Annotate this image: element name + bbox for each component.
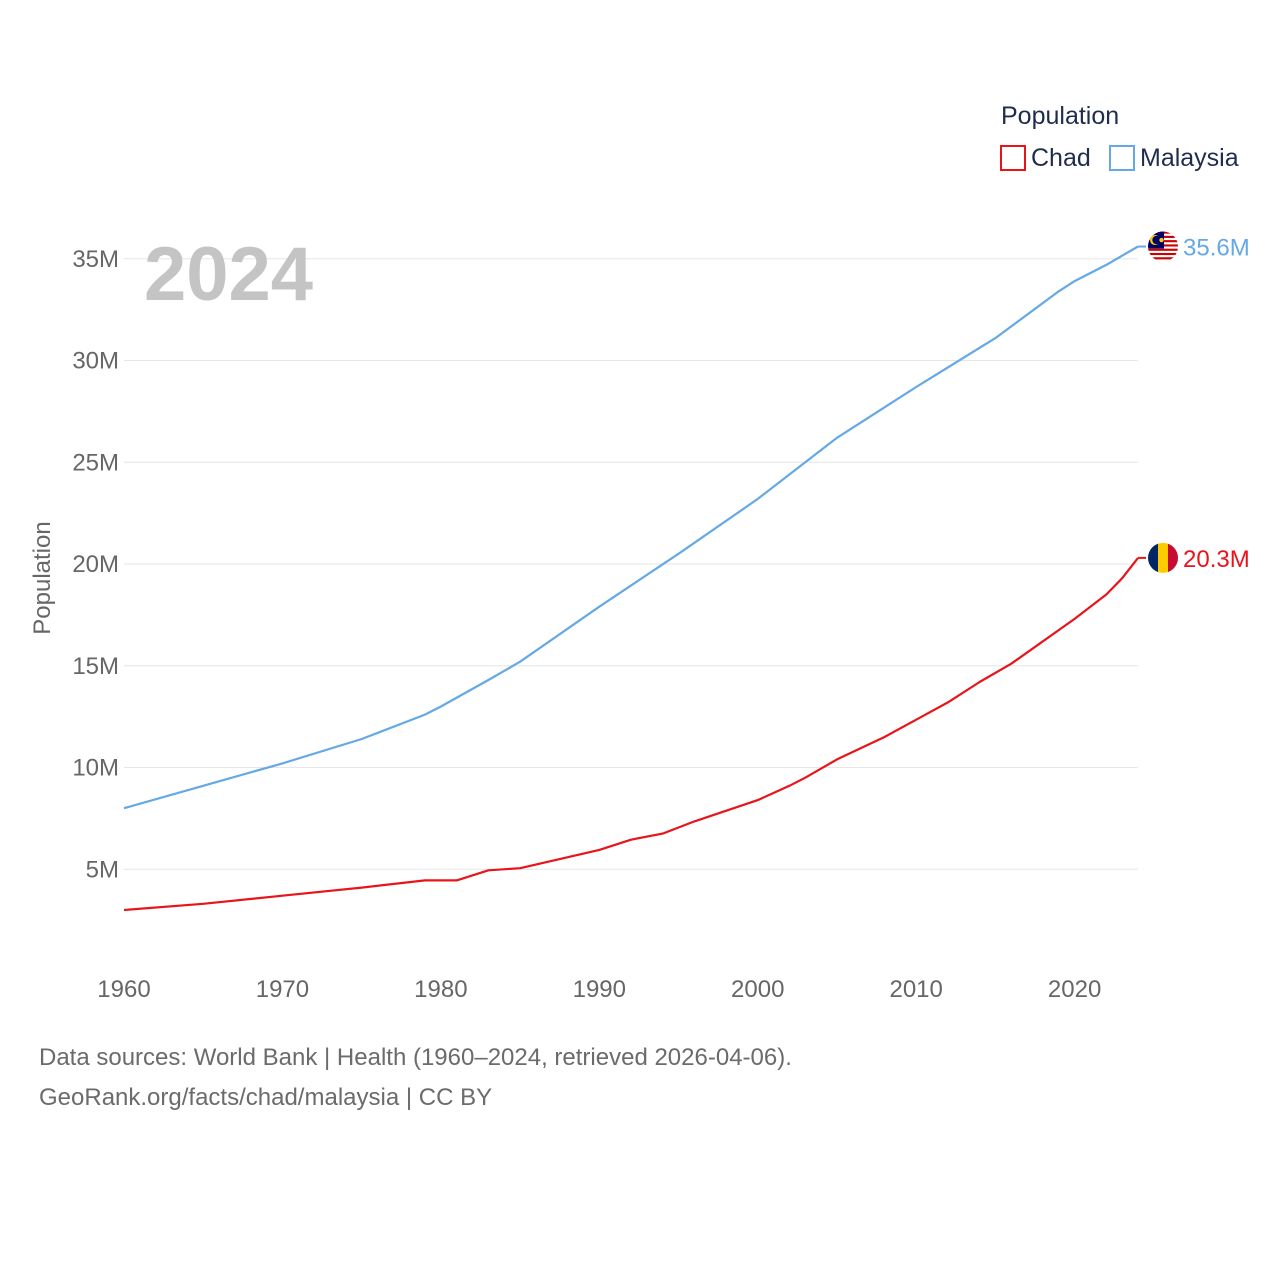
series-lines — [123, 245, 1139, 912]
x-tick-label: 2010 — [889, 976, 942, 1003]
grid — [124, 258, 1138, 870]
chad-flag-icon — [1148, 542, 1178, 573]
legend-swatch-chad — [1000, 145, 1026, 171]
y-tick-label: 35M — [72, 246, 119, 273]
legend: Population Chad Malaysia — [1000, 102, 1239, 172]
y-tick-label: 10M — [72, 755, 119, 782]
malaysia-flag-icon — [1148, 231, 1178, 262]
legend-label-chad: Chad — [1031, 144, 1091, 172]
series-line-malaysia[interactable] — [123, 245, 1139, 810]
x-axis-ticks: 1960 1970 1980 1990 2000 2010 2020 — [97, 976, 1101, 1003]
source-note: Data sources: World Bank | Health (1960–… — [39, 1044, 792, 1071]
y-tick-label: 30M — [72, 348, 119, 375]
legend-item-chad[interactable]: Chad — [1000, 144, 1091, 172]
end-value-label-chad: 20.3M — [1183, 546, 1250, 573]
legend-title: Population — [1001, 102, 1119, 130]
source-link[interactable]: GeoRank.org/facts/chad/malaysia | CC BY — [39, 1084, 493, 1111]
legend-label-malaysia: Malaysia — [1140, 144, 1239, 172]
y-tick-label: 5M — [86, 856, 119, 883]
y-tick-label: 15M — [72, 653, 119, 680]
x-tick-label: 1970 — [256, 976, 309, 1003]
current-year-label: 2024 — [144, 232, 313, 317]
series-line-chad[interactable] — [123, 557, 1139, 912]
y-axis-ticks: 5M 10M 15M 20M 25M 30M 35M — [72, 246, 119, 884]
x-tick-label: 2000 — [731, 976, 784, 1003]
x-tick-label: 1960 — [97, 976, 150, 1003]
legend-swatch-malaysia — [1109, 145, 1135, 171]
y-tick-label: 25M — [72, 449, 119, 476]
legend-item-malaysia[interactable]: Malaysia — [1109, 144, 1239, 172]
series-end-markers: 20.3M 35.6M — [1138, 231, 1250, 573]
x-tick-label: 1980 — [414, 976, 467, 1003]
y-tick-label: 20M — [72, 551, 119, 578]
y-axis-title: Population — [29, 521, 56, 634]
x-tick-label: 1990 — [573, 976, 626, 1003]
end-value-label-malaysia: 35.6M — [1183, 235, 1250, 262]
x-tick-label: 2020 — [1048, 976, 1101, 1003]
